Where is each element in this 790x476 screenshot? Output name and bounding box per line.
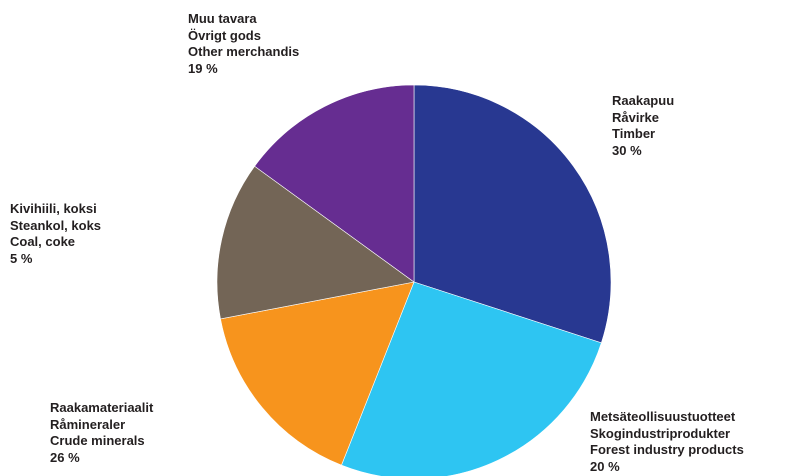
pie-slice-other-merchandise (254, 84, 415, 283)
label-english: Crude minerals (50, 433, 145, 448)
slice-label-coal-coke: Kivihiili, koksi Steankol, koks Coal, co… (10, 201, 101, 267)
label-english: Coal, coke (10, 234, 76, 249)
pie-slice-timber (413, 84, 612, 344)
label-finnish: Muu tavara (188, 11, 257, 26)
label-swedish: Övrigt gods (188, 27, 261, 43)
label-english: Forest industry products (590, 442, 744, 457)
label-percent: 30 % (612, 142, 642, 158)
slice-label-other-merchandise: Muu tavara Övrigt gods Other merchandis … (188, 11, 299, 77)
slice-label-forest-industry-products: Metsäteollisuustuotteet Skogindustriprod… (590, 409, 744, 475)
label-percent: 19 % (188, 60, 218, 76)
label-swedish: Skogindustriprodukter (590, 425, 731, 441)
label-swedish: Råvirke (612, 109, 659, 125)
label-percent: 26 % (50, 449, 80, 465)
label-finnish: Metsäteollisuustuotteet (590, 409, 736, 424)
pie-slice-coal-coke (216, 165, 415, 320)
label-percent: 20 % (590, 458, 620, 474)
label-finnish: Kivihiili, koksi (10, 201, 97, 216)
label-english: Other merchandis (188, 44, 300, 59)
label-english: Timber (612, 126, 656, 141)
slice-label-timber: Raakapuu Råvirke Timber 30 % (612, 93, 674, 159)
label-finnish: Raakapuu (612, 93, 675, 108)
label-swedish: Steankol, koks (10, 217, 102, 233)
label-finnish: Raakamateriaalit (50, 400, 154, 415)
pie-slice-crude-minerals (220, 281, 415, 466)
label-percent: 5 % (10, 250, 33, 266)
slice-label-crude-minerals: Raakamateriaalit Råmineraler Crude miner… (50, 400, 153, 466)
label-swedish: Råmineraler (50, 416, 126, 432)
